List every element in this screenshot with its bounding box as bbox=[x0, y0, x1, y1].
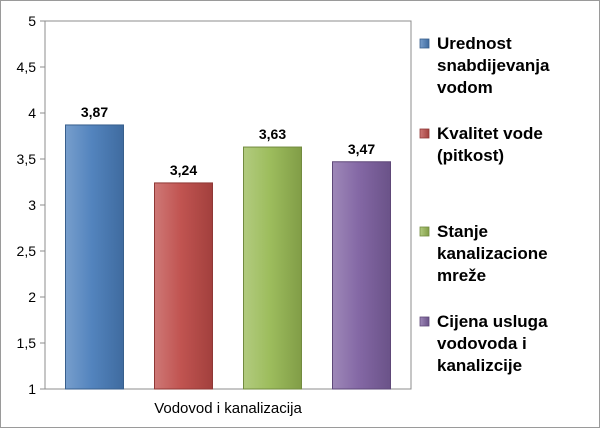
legend-swatch-3 bbox=[419, 226, 430, 237]
bar-1 bbox=[65, 124, 124, 390]
legend-label-1: Urednost bbox=[437, 34, 512, 53]
data-label-3: 3,63 bbox=[259, 126, 286, 142]
legend-label-2: (pitkost) bbox=[437, 146, 504, 165]
legend-label-3: kanalizacione bbox=[437, 244, 548, 263]
data-label-1: 3,87 bbox=[81, 104, 108, 120]
legend-swatch-1 bbox=[419, 38, 430, 49]
legend-label-4: Cijena usluga bbox=[437, 312, 548, 331]
y-tick-label: 2,5 bbox=[17, 243, 37, 259]
legend-swatch-2 bbox=[419, 128, 430, 139]
legend-label-4: kanalizcije bbox=[437, 356, 522, 375]
bar-3 bbox=[243, 146, 302, 390]
x-category-label: Vodovod i kanalizacija bbox=[154, 400, 302, 417]
y-tick-label: 4,5 bbox=[17, 59, 37, 75]
data-label-4: 3,47 bbox=[348, 141, 375, 157]
legend-label-1: vodom bbox=[437, 78, 493, 97]
data-label-2: 3,24 bbox=[170, 162, 197, 178]
bar-2 bbox=[154, 182, 213, 390]
y-tick-label: 4 bbox=[28, 105, 36, 121]
bar-4 bbox=[332, 161, 391, 390]
legend-label-4: vodovoda i bbox=[437, 334, 527, 353]
legend-label-3: Stanje bbox=[437, 222, 488, 241]
y-tick-label: 2 bbox=[28, 289, 36, 305]
y-tick-label: 5 bbox=[28, 13, 36, 29]
legend-label-2: Kvalitet vode bbox=[437, 124, 543, 143]
legend-label-3: mreže bbox=[437, 266, 486, 285]
y-tick-label: 3 bbox=[28, 197, 36, 213]
legend-label-1: snabdijevanja bbox=[437, 56, 550, 75]
y-tick-label: 3,5 bbox=[17, 151, 37, 167]
legend-swatch-4 bbox=[419, 316, 430, 327]
y-tick-label: 1 bbox=[28, 381, 36, 397]
y-tick-label: 1,5 bbox=[17, 335, 37, 351]
